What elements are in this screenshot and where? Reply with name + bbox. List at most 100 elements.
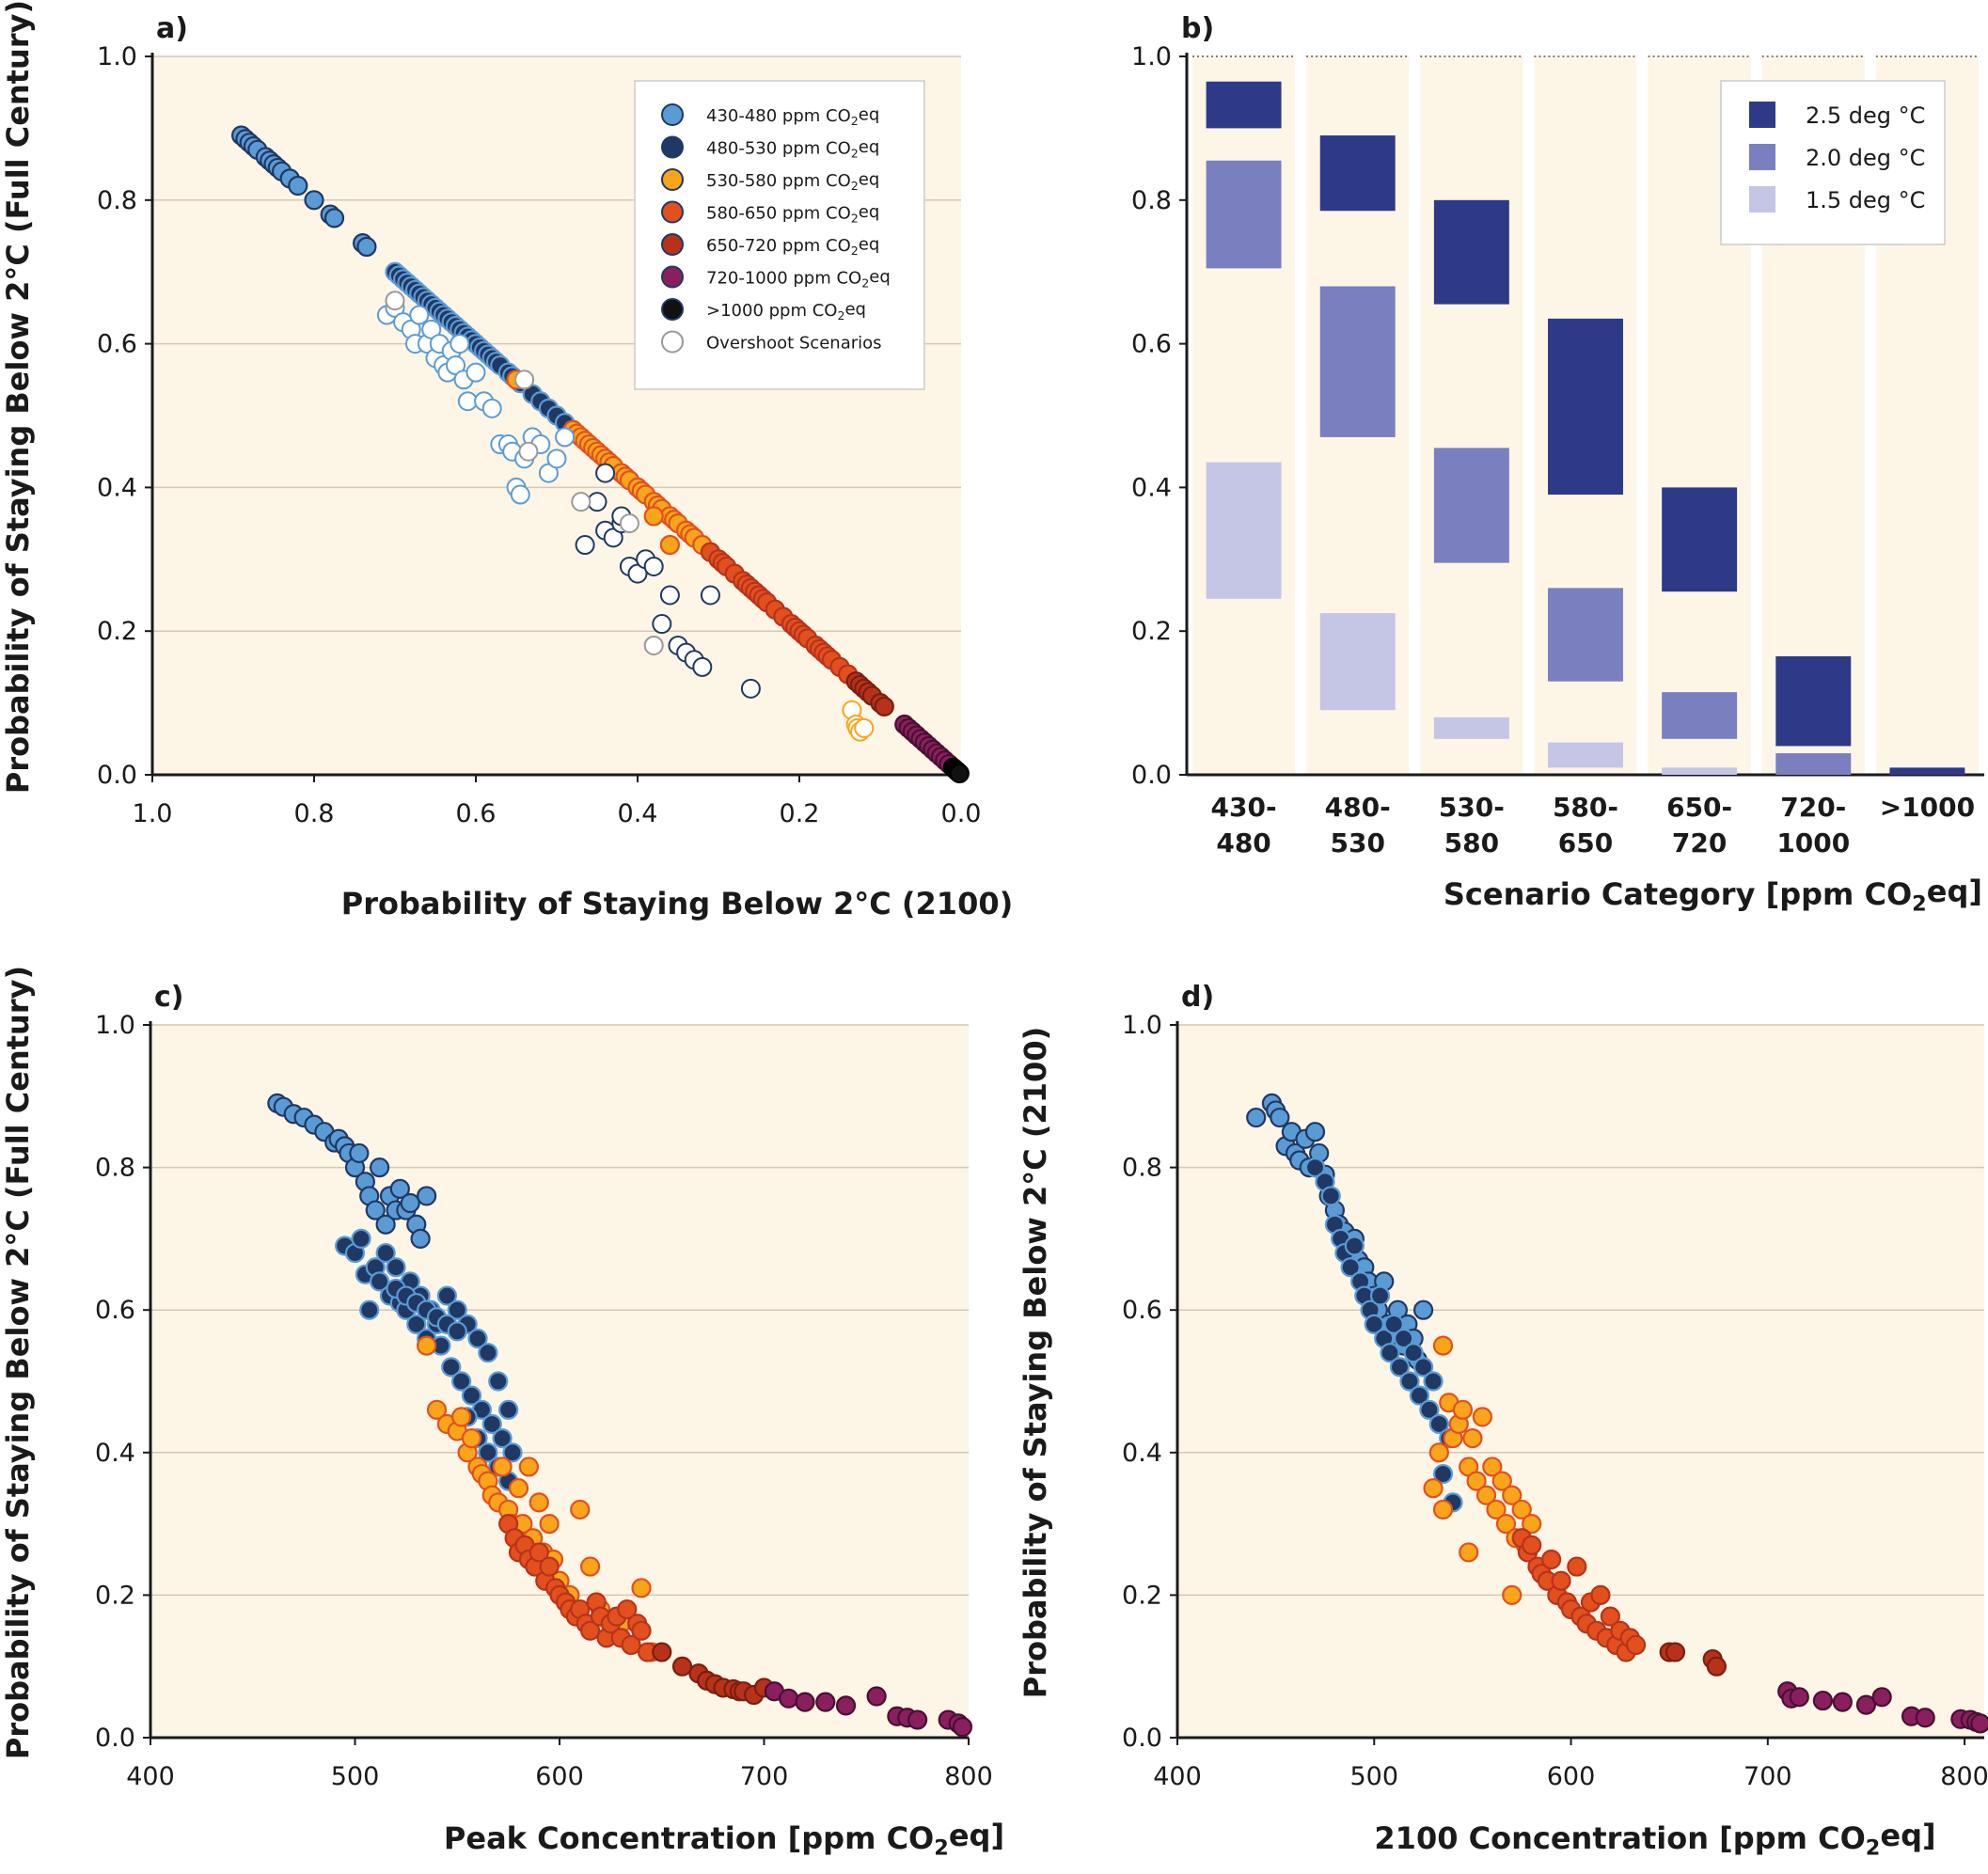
range-bar bbox=[1548, 588, 1623, 682]
data-point bbox=[1665, 1642, 1686, 1662]
legend-marker bbox=[661, 330, 684, 354]
data-point bbox=[451, 1371, 472, 1392]
range-bar bbox=[1433, 199, 1509, 305]
data-point bbox=[375, 1242, 396, 1264]
data-point bbox=[1419, 1399, 1440, 1420]
data-point bbox=[643, 506, 664, 527]
data-point bbox=[1502, 1485, 1523, 1505]
data-point bbox=[1459, 1542, 1479, 1563]
panel-a: 0.0 0.2 0.4 0.6 0.8 1.0 1.0 0.8 0.6 0.4 0.2 0.0 a) Pr… bbox=[0, 0, 1013, 921]
x-axis-title: Peak Concentration [ppm CO2eq] bbox=[444, 1818, 1004, 1861]
legend-marker bbox=[661, 298, 684, 321]
y-tick-label: 0.8 bbox=[1122, 1154, 1162, 1183]
data-point bbox=[619, 513, 639, 534]
data-point bbox=[1567, 1556, 1587, 1577]
range-bar bbox=[1662, 767, 1738, 775]
data-point bbox=[1320, 1186, 1341, 1206]
data-point bbox=[1304, 1157, 1326, 1178]
data-point bbox=[740, 678, 761, 699]
y-tick-label: 0.0 bbox=[1122, 1724, 1162, 1753]
y-tick-label: 0.0 bbox=[1131, 761, 1172, 790]
data-point bbox=[467, 1328, 488, 1349]
data-point bbox=[952, 1717, 973, 1738]
data-point bbox=[1511, 1499, 1532, 1520]
data-point bbox=[617, 1598, 638, 1620]
y-tick-label: 0.2 bbox=[95, 1581, 135, 1610]
data-point bbox=[1915, 1708, 1935, 1728]
x-tick-label: 500 bbox=[331, 1762, 380, 1791]
data-point bbox=[288, 175, 308, 197]
data-point bbox=[417, 1186, 437, 1206]
data-point bbox=[778, 1688, 799, 1709]
panel-b: 0.0 0.2 0.4 0.6 0.8 1.0 430- 480 480- 530 530- 580 5… bbox=[1131, 12, 1984, 917]
data-point bbox=[447, 1321, 467, 1342]
data-point bbox=[539, 1556, 560, 1577]
legend-marker bbox=[661, 233, 684, 256]
data-point bbox=[1409, 1385, 1430, 1406]
range-bar bbox=[1889, 767, 1965, 775]
legend: 2.5 deg °C 2.0 deg °C 1.5 deg °C bbox=[1720, 80, 1946, 245]
y-tick-label: 0.6 bbox=[97, 330, 137, 359]
y-tick-label: 0.6 bbox=[1131, 330, 1172, 359]
data-point bbox=[1412, 1357, 1434, 1378]
x-tick-label: 600 bbox=[1547, 1762, 1596, 1791]
data-point bbox=[835, 1695, 857, 1716]
data-point bbox=[1423, 1371, 1444, 1392]
data-point bbox=[949, 763, 970, 784]
data-point bbox=[451, 1407, 472, 1427]
data-point bbox=[1495, 1513, 1517, 1535]
data-point bbox=[1472, 1407, 1492, 1427]
x-tick-label: 0.6 bbox=[456, 799, 497, 828]
category-label: 580 bbox=[1444, 827, 1499, 858]
data-point bbox=[461, 1385, 482, 1406]
data-point bbox=[571, 492, 592, 512]
legend-label: 580-650 ppm CO2eq bbox=[706, 202, 879, 225]
y-tick-label: 0.2 bbox=[97, 617, 137, 646]
y-axis-title: Probability of Staying Below 2°C (Full C… bbox=[0, 0, 36, 794]
category-label: 720 bbox=[1672, 827, 1727, 858]
data-point bbox=[1380, 1343, 1400, 1363]
y-tick-label: 0.0 bbox=[95, 1724, 135, 1753]
legend-label: 2.5 deg °C bbox=[1806, 102, 1925, 129]
data-point bbox=[907, 1709, 928, 1730]
data-point bbox=[488, 1371, 509, 1392]
range-bar bbox=[1319, 613, 1396, 711]
category-label: 530- bbox=[1439, 792, 1505, 823]
data-point bbox=[1600, 1606, 1620, 1627]
data-point bbox=[436, 1285, 457, 1306]
data-point bbox=[409, 305, 430, 325]
data-point bbox=[692, 656, 713, 677]
category-label: 720- bbox=[1780, 792, 1846, 823]
range-bar bbox=[1206, 81, 1282, 129]
range-bar bbox=[1319, 135, 1396, 212]
data-point bbox=[1389, 1357, 1411, 1378]
data-point bbox=[481, 1413, 502, 1435]
data-point bbox=[1502, 1584, 1523, 1606]
range-bar bbox=[1206, 462, 1282, 599]
data-point bbox=[1551, 1570, 1571, 1591]
data-point bbox=[815, 1692, 836, 1712]
data-point bbox=[426, 1399, 448, 1420]
data-point bbox=[1855, 1694, 1877, 1715]
panel-label: a) bbox=[156, 12, 188, 45]
data-point bbox=[1462, 1428, 1483, 1449]
data-point bbox=[1304, 1122, 1326, 1142]
data-point bbox=[1475, 1485, 1497, 1505]
range-bar bbox=[1319, 286, 1396, 437]
data-point bbox=[492, 1457, 513, 1477]
data-point bbox=[529, 1492, 549, 1513]
x-axis-title: Probability of Staying Below 2°C (2100) bbox=[341, 886, 1013, 921]
data-point bbox=[652, 614, 672, 635]
data-point bbox=[1246, 1107, 1267, 1128]
data-point bbox=[351, 1228, 371, 1250]
x-tick-label: 600 bbox=[535, 1762, 584, 1791]
data-point bbox=[1452, 1399, 1474, 1420]
data-point bbox=[359, 1299, 380, 1320]
data-point bbox=[570, 1499, 591, 1520]
panel-label: d) bbox=[1181, 981, 1214, 1014]
data-point bbox=[1270, 1107, 1290, 1128]
category-label: 580- bbox=[1553, 792, 1618, 823]
data-point bbox=[643, 556, 664, 576]
data-point bbox=[1412, 1299, 1434, 1320]
